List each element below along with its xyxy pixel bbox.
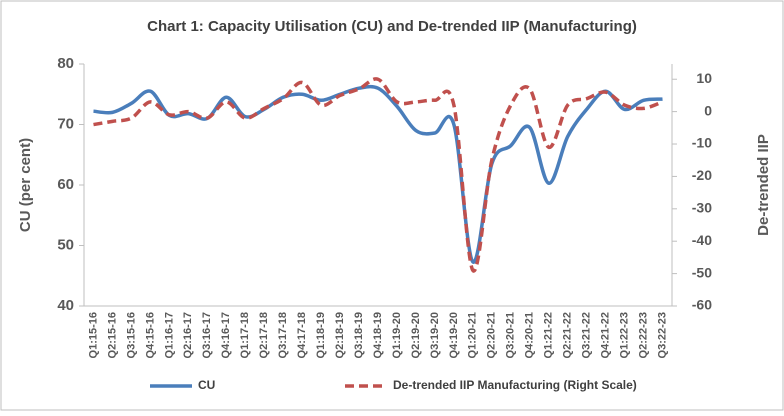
chart-title: Chart 1: Capacity Utilisation (CU) and D… xyxy=(147,18,637,35)
x-tick-label: Q2:21-22 xyxy=(562,312,574,358)
x-tick-label: Q4:16-17 xyxy=(220,312,232,358)
x-tick-label: Q3:20-21 xyxy=(505,312,517,358)
x-tick-label: Q1:16-17 xyxy=(163,312,175,358)
x-tick-label: Q1:19-20 xyxy=(391,312,403,358)
x-tick-label: Q4:19-20 xyxy=(448,312,460,358)
x-tick-label: Q3:22-23 xyxy=(656,312,668,358)
x-tick-label: Q1:17-18 xyxy=(239,312,251,358)
legend-label: CU xyxy=(198,378,215,392)
y2-tick-label: -10 xyxy=(692,135,712,151)
x-tick-label: Q4:17-18 xyxy=(296,312,308,358)
x-tick-label: Q3:16-17 xyxy=(201,312,213,358)
x-tick-label: Q1:20-21 xyxy=(467,312,479,358)
y-tick-label: 40 xyxy=(57,297,74,314)
x-tick-label: Q2:20-21 xyxy=(486,312,498,358)
series-line xyxy=(93,84,663,264)
y2-tick-label: -30 xyxy=(692,200,712,216)
x-tick-label: Q4:18-19 xyxy=(372,312,384,358)
x-tick-label: Q3:21-22 xyxy=(581,312,593,358)
x-tick-label: Q1:22-23 xyxy=(618,312,630,358)
x-tick-label: Q4:20-21 xyxy=(524,312,536,358)
x-tick-label: Q2:17-18 xyxy=(258,312,270,358)
x-tick-label: Q2:22-23 xyxy=(637,312,649,358)
x-tick-label: Q2:18-19 xyxy=(334,312,346,358)
x-tick-label: Q3:18-19 xyxy=(353,312,365,358)
y2-tick-label: -50 xyxy=(692,264,712,280)
x-tick-label: Q2:19-20 xyxy=(410,312,422,358)
y-tick-label: 80 xyxy=(57,55,74,72)
y2-tick-label: -60 xyxy=(692,297,712,313)
series-line xyxy=(93,77,664,273)
x-tick-label: Q1:18-19 xyxy=(315,312,327,358)
x-tick-label: Q3:15-16 xyxy=(125,312,137,358)
y2-tick-label: -40 xyxy=(692,232,712,248)
x-tick-label: Q2:16-17 xyxy=(182,312,194,358)
y-axis-label: CU (per cent) xyxy=(17,138,34,232)
y2-tick-label: -20 xyxy=(692,167,712,183)
x-tick-label: Q2:15-16 xyxy=(106,312,118,358)
y-tick-label: 50 xyxy=(57,236,74,253)
x-tick-label: Q1:15-16 xyxy=(87,312,99,358)
x-tick-label: Q1:21-22 xyxy=(543,312,555,358)
y-tick-label: 60 xyxy=(57,176,74,193)
legend-label: De-trended IIP Manufacturing (Right Scal… xyxy=(393,378,637,392)
y-tick-label: 70 xyxy=(57,115,74,132)
x-tick-label: Q4:15-16 xyxy=(144,312,156,358)
x-tick-label: Q3:17-18 xyxy=(277,312,289,358)
y2-tick-label: 10 xyxy=(696,70,712,86)
y2-tick-label: 0 xyxy=(704,102,712,118)
x-tick-label: Q3:19-20 xyxy=(429,312,441,358)
x-tick-label: Q4:21-22 xyxy=(600,312,612,358)
y2-axis-label: De-trended IIP xyxy=(755,134,772,236)
